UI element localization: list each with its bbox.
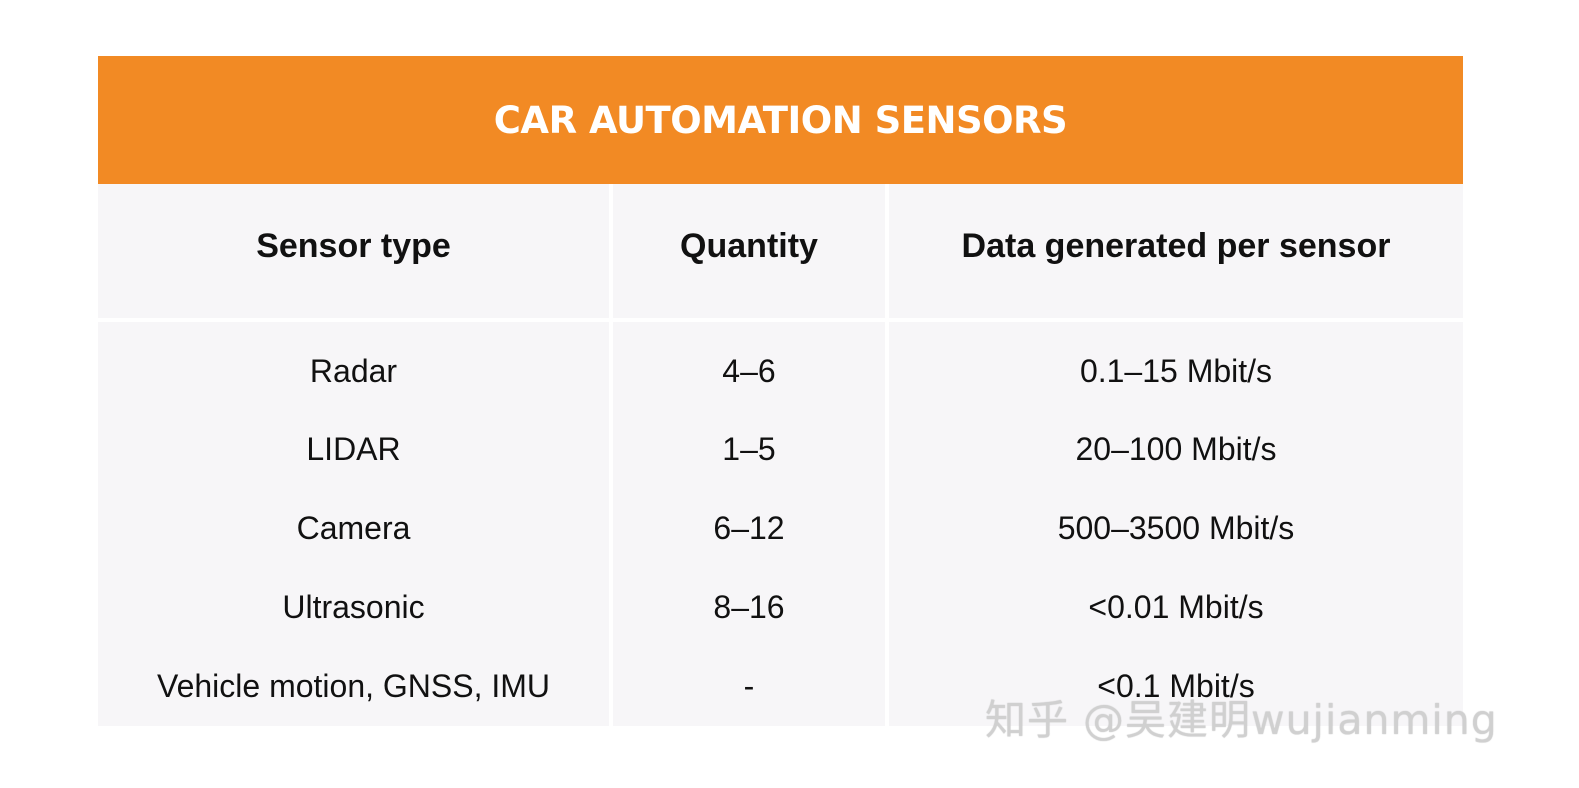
table-row: Radar 4–6 0.1–15 Mbit/s	[98, 320, 1463, 410]
cell-quantity: -	[609, 647, 887, 726]
table-row: Camera 6–12 500–3500 Mbit/s	[98, 489, 1463, 568]
cell-quantity: 6–12	[609, 489, 887, 568]
header-quantity: Quantity	[609, 184, 887, 322]
cell-data: <0.01 Mbit/s	[885, 568, 1463, 647]
cell-sensor: Ultrasonic	[282, 589, 425, 625]
table-row: LIDAR 1–5 20–100 Mbit/s	[98, 410, 1463, 489]
watermark: 知乎 @吴建明wujianming	[985, 696, 1498, 744]
cell-sensor: Radar	[309, 352, 398, 389]
sensor-table-card: CAR AUTOMATION SENSORS Sensor type Quant…	[98, 56, 1463, 726]
table-row: Ultrasonic 8–16 <0.01 Mbit/s	[98, 568, 1463, 647]
sensor-table: Sensor type Quantity Data generated per …	[98, 184, 1463, 726]
cell-sensor: Vehicle motion, GNSS, IMU	[156, 668, 551, 704]
cell-quantity: 1–5	[609, 410, 887, 489]
header-data-generated: Data generated per sensor	[885, 184, 1463, 322]
table-title-bar: CAR AUTOMATION SENSORS	[98, 56, 1463, 184]
header-row: Sensor type Quantity Data generated per …	[98, 184, 1463, 322]
cell-sensor: Camera	[296, 510, 411, 546]
table-row: Vehicle motion, GNSS, IMU - <0.1 Mbit/s	[98, 647, 1463, 726]
cell-data: 500–3500 Mbit/s	[885, 489, 1463, 568]
cell-quantity: 4–6	[609, 320, 887, 410]
cell-data: 20–100 Mbit/s	[885, 410, 1463, 489]
header-sensor-type: Sensor type	[98, 184, 611, 322]
cell-quantity: 8–16	[609, 568, 887, 647]
cell-sensor: LIDAR	[306, 431, 401, 467]
cell-data: 0.1–15 Mbit/s	[885, 320, 1463, 410]
table-title: CAR AUTOMATION SENSORS	[493, 98, 1068, 142]
cell-data: <0.1 Mbit/s	[885, 647, 1463, 726]
